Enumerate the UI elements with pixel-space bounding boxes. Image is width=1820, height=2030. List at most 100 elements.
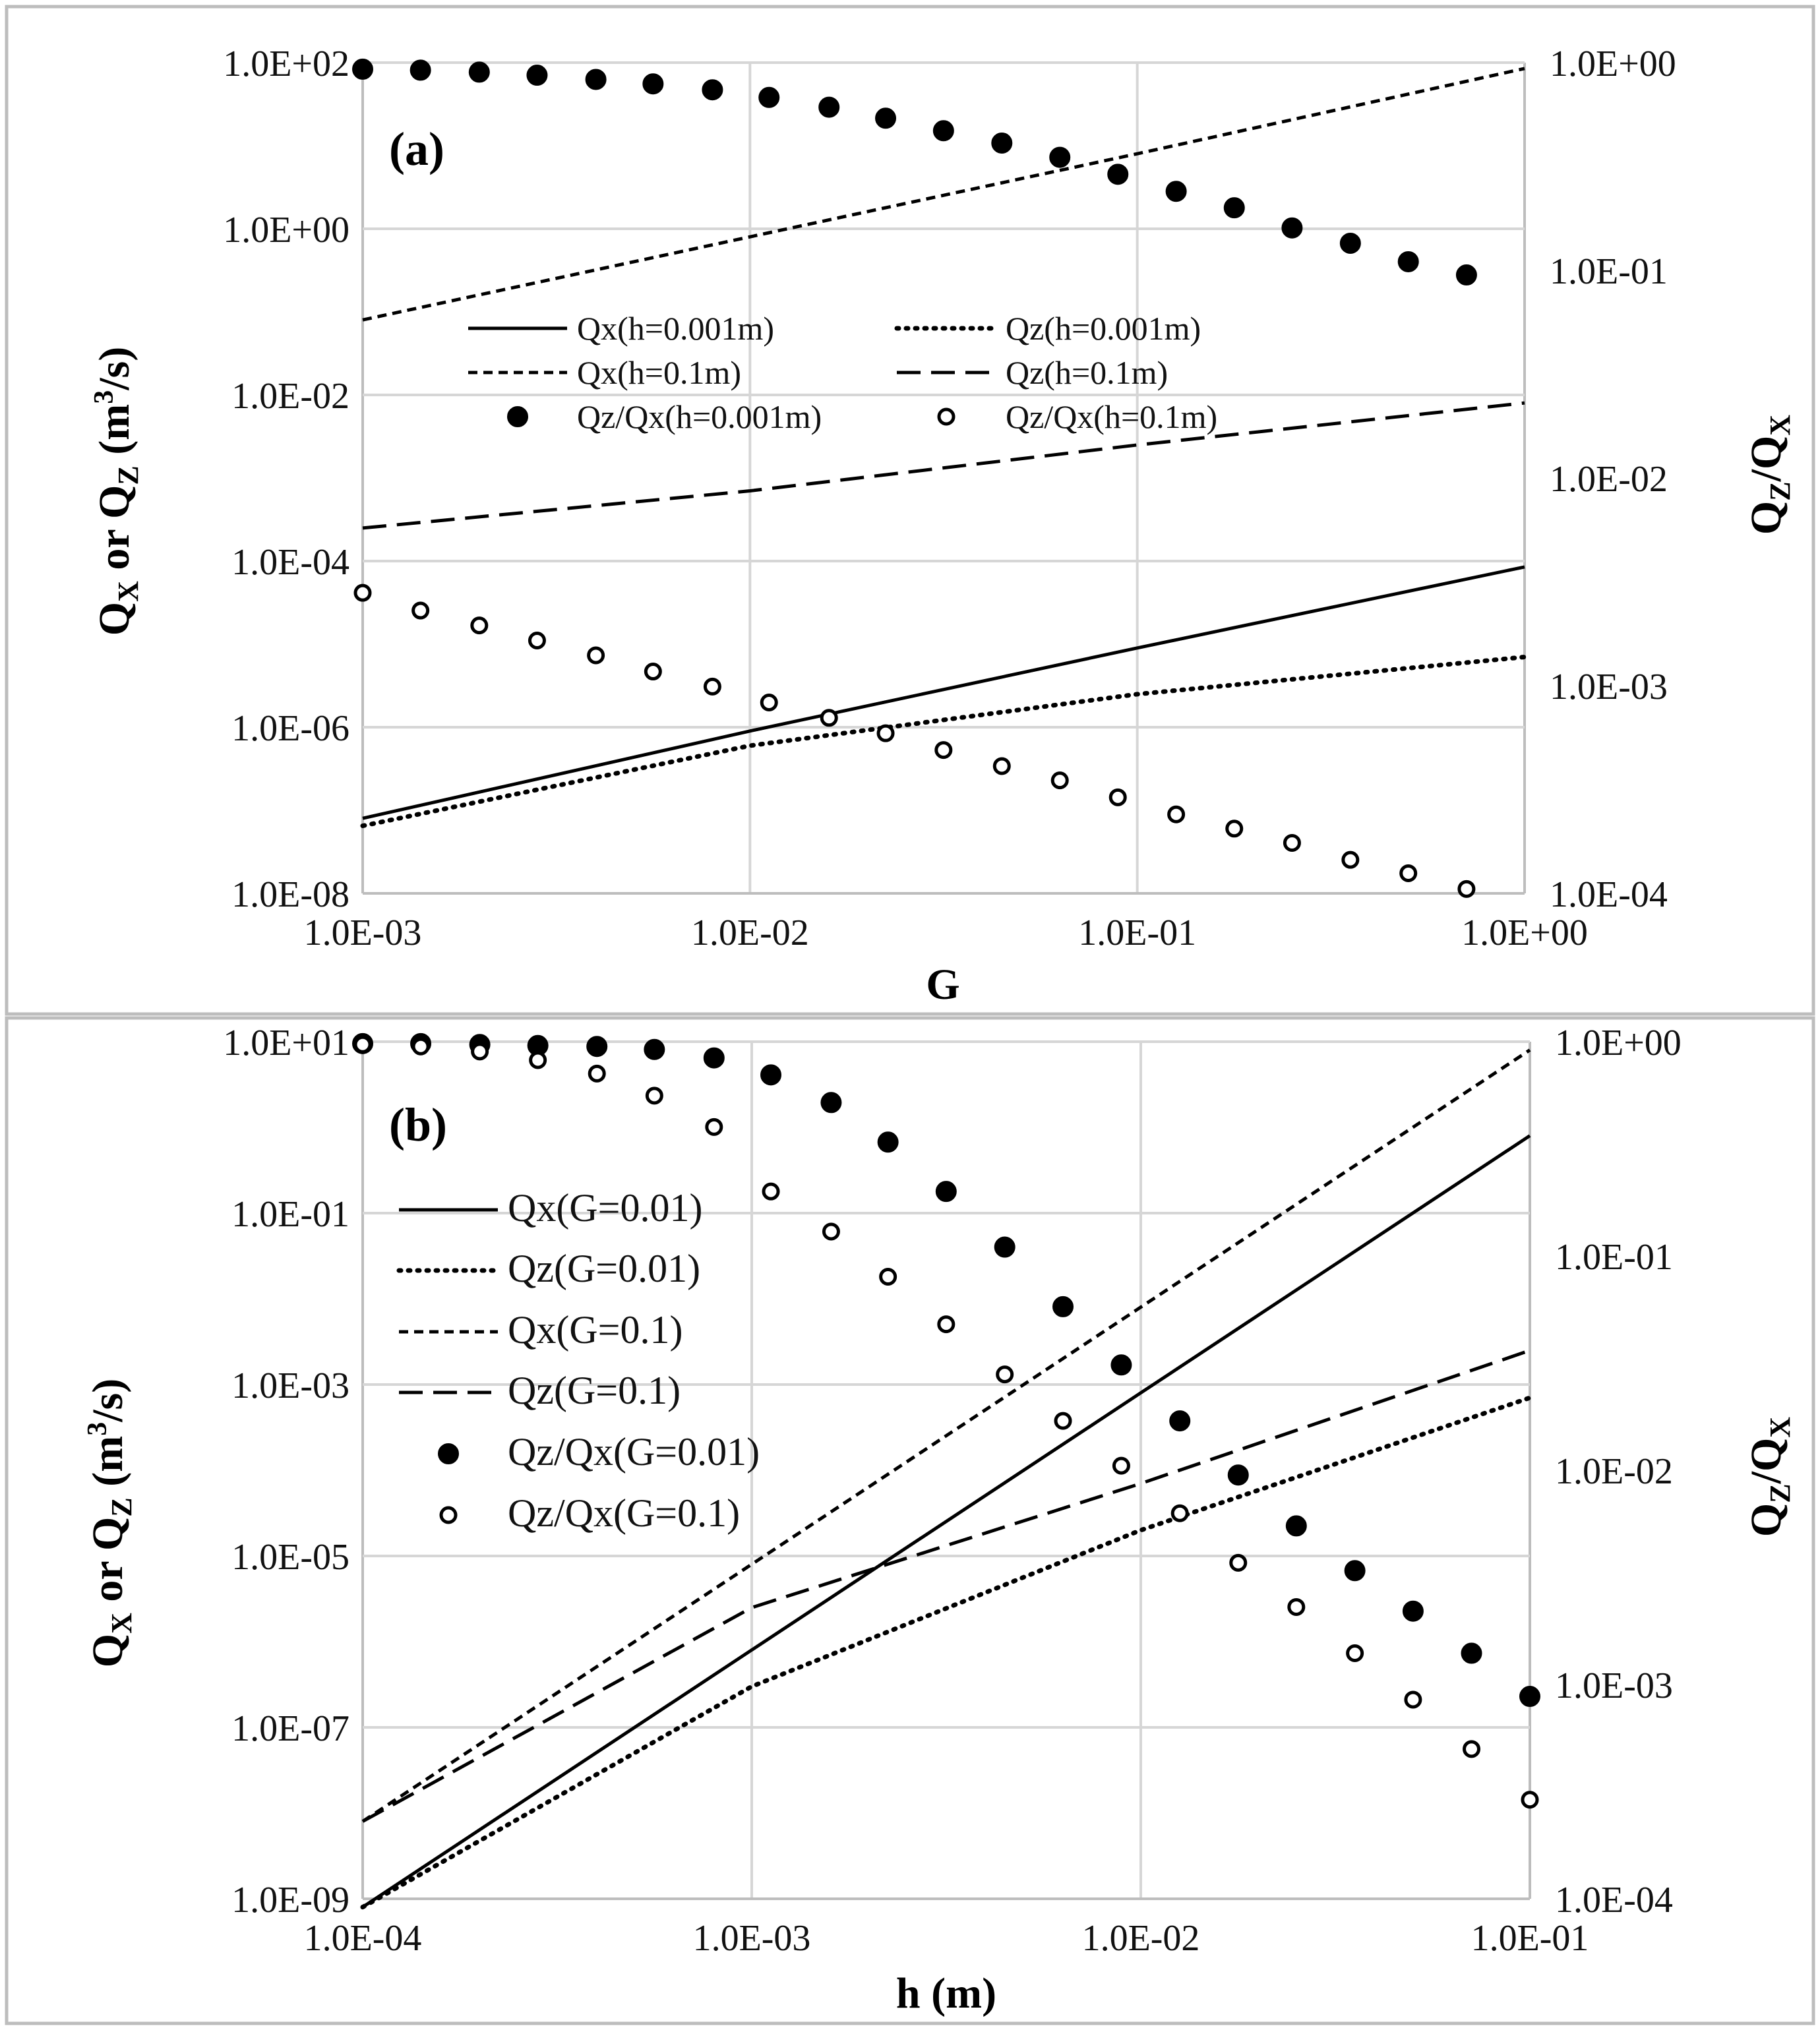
data-point [934, 741, 953, 760]
panel-a-y-axis-label: QX or QZ (m3/s) [89, 347, 144, 636]
panel-b: 1.0E-04 1.0E-03 1.0E-02 1.0E-011.0E-091.0E-… [82, 1023, 1796, 2017]
data-point [1519, 1686, 1540, 1708]
data-point [991, 132, 1013, 154]
panel-a-label: (a) [389, 123, 444, 175]
data-point [1404, 1690, 1422, 1709]
legend-label: Qz(h=0.001m) [1006, 310, 1201, 347]
data-point [820, 1092, 842, 1114]
y-right-tick-label: 1.0E-04 [1550, 874, 1668, 915]
series-line [360, 1395, 1532, 1910]
data-point [645, 1087, 663, 1105]
panel-b-tick-labels: 1.0E-04 1.0E-03 1.0E-02 1.0E-011.0E-091.0E-… [223, 1023, 1682, 1959]
data-point [820, 709, 838, 727]
y-right-tick-label: 1.0E-02 [1555, 1451, 1673, 1492]
x-tick-label: 1.0E-04 [304, 1918, 422, 1959]
data-point [935, 1181, 957, 1203]
data-point [875, 107, 897, 129]
data-point [353, 1035, 372, 1054]
series-line [361, 1348, 1531, 1823]
data-point [1402, 1600, 1424, 1622]
data-point [762, 1182, 780, 1201]
x-tick-label: 1.0E-01 [1078, 912, 1196, 953]
series-line [362, 401, 1525, 530]
data-point [1169, 1410, 1191, 1432]
data-point [468, 61, 490, 83]
y-tick-label: 1.0E-07 [231, 1708, 349, 1749]
data-point [1110, 1354, 1132, 1376]
y-right-tick-label: 1.0E-03 [1550, 667, 1668, 707]
y-right-tick-label: 1.0E-01 [1555, 1237, 1673, 1278]
y-tick-label: 1.0E+02 [223, 44, 349, 84]
data-point [1108, 788, 1127, 806]
y-right-tick-label: 1.0E+00 [1550, 44, 1676, 84]
data-point [703, 1047, 725, 1069]
data-point [1461, 1642, 1482, 1664]
panel-b-legend: Qx(G=0.01) Qz(G=0.01) Qx(G=0.1) Qz(G=0.1) Qz… [396, 1186, 760, 1535]
data-point [1052, 1296, 1074, 1317]
data-point [642, 73, 664, 95]
data-point [1165, 181, 1187, 202]
data-point [822, 1222, 840, 1241]
y-tick-label: 1.0E-06 [231, 708, 349, 749]
data-point [353, 583, 372, 602]
y-right-tick-label: 1.0E-03 [1555, 1665, 1673, 1706]
data-point [1397, 251, 1419, 272]
panel-a-series [352, 58, 1527, 898]
y-tick-label: 1.0E-01 [231, 1194, 349, 1235]
data-point [932, 120, 954, 142]
data-point [410, 59, 431, 81]
data-point [644, 1038, 665, 1060]
data-point [1521, 1791, 1539, 1809]
data-point [1223, 197, 1245, 219]
legend-label: Qz/Qx(G=0.1) [508, 1491, 740, 1535]
legend-label: Qx(G=0.1) [508, 1308, 682, 1352]
data-point [1339, 232, 1361, 254]
data-point [1167, 805, 1186, 823]
series-line [361, 1134, 1531, 1909]
panel-a: 1.0E-03 1.0E-02 1.0E-01 1.0E+001.0E-081.0E-… [89, 44, 1796, 1009]
data-point [1227, 1464, 1249, 1486]
legend-marker [438, 1443, 459, 1464]
x-tick-label: 1.0E+00 [1461, 912, 1588, 953]
data-point [644, 663, 662, 681]
data-point [758, 86, 780, 108]
x-tick-label: 1.0E-03 [693, 1918, 811, 1959]
series-line [362, 565, 1525, 820]
legend-label: Qz(h=0.1m) [1006, 354, 1168, 391]
panel-a-y-right-axis-label: QZ/QX [1742, 415, 1796, 535]
data-point [703, 677, 721, 696]
data-point [1463, 1740, 1481, 1758]
y-tick-label: 1.0E+01 [223, 1023, 349, 1063]
data-point [1346, 1644, 1364, 1663]
legend-label: Qz(G=0.01) [508, 1247, 700, 1290]
panel-b-series [352, 1032, 1540, 1910]
y-tick-label: 1.0E-04 [231, 542, 349, 583]
data-point [1229, 1553, 1248, 1572]
legend-label: Qz/Qx(G=0.01) [508, 1430, 760, 1474]
legend-label: Qz(G=0.1) [508, 1369, 681, 1412]
y-right-tick-label: 1.0E+00 [1555, 1023, 1682, 1063]
data-point [528, 631, 546, 649]
data-point [994, 1236, 1016, 1258]
data-point [1050, 771, 1069, 790]
legend-label: Qx(h=0.1m) [577, 354, 741, 391]
panel-b-label: (b) [389, 1098, 447, 1151]
data-point [876, 724, 895, 742]
data-point [1281, 217, 1303, 239]
data-point [1457, 880, 1476, 898]
y-tick-label: 1.0E-02 [231, 376, 349, 417]
x-tick-label: 1.0E-01 [1471, 1918, 1589, 1959]
legend-label: Qz/Qx(h=0.1m) [1006, 398, 1217, 435]
series-line [360, 655, 1527, 829]
data-point [411, 1037, 430, 1056]
y-tick-label: 1.0E-05 [231, 1537, 349, 1578]
data-point [877, 1131, 899, 1153]
data-point [1107, 164, 1129, 185]
data-point [1283, 833, 1301, 852]
data-point [1287, 1597, 1306, 1616]
data-point [1225, 820, 1244, 838]
data-point [529, 1051, 547, 1069]
panel-b-x-axis-label: h (m) [896, 1969, 996, 2017]
data-point [879, 1267, 897, 1286]
